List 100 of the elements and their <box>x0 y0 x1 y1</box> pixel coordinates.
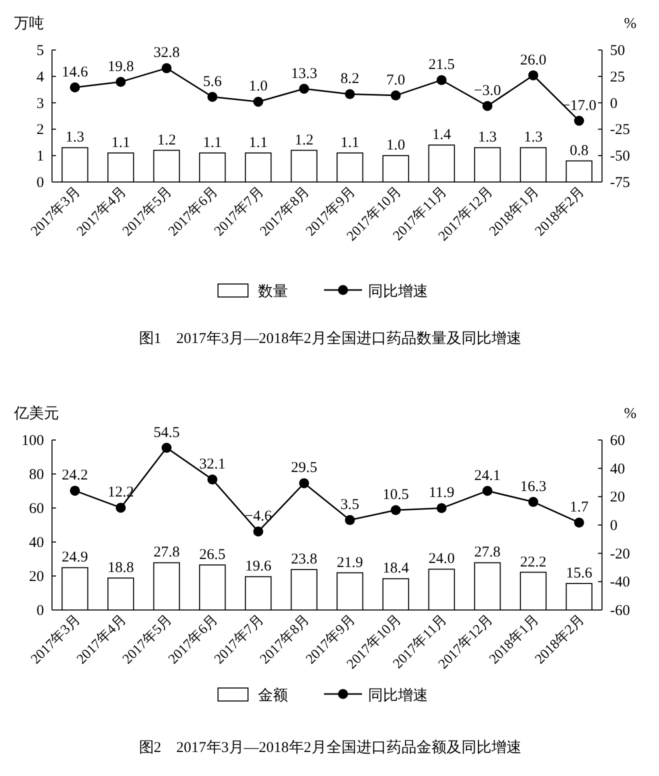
data-label: 27.8 <box>474 544 501 561</box>
y2-tick-label: -75 <box>610 175 630 191</box>
y2-axis-title: % <box>624 16 636 32</box>
point <box>436 75 447 86</box>
data-label: 16.3 <box>520 478 546 495</box>
data-label: 8.2 <box>340 71 360 88</box>
data-label: 24.0 <box>428 551 455 568</box>
point <box>344 515 355 526</box>
data-label: 18.4 <box>382 560 410 577</box>
data-label: 1.4 <box>432 127 452 144</box>
y2-tick-label: -25 <box>610 122 630 138</box>
data-label: 21.5 <box>428 57 455 74</box>
data-label: 24.1 <box>474 468 501 484</box>
data-label: 7.0 <box>386 72 406 88</box>
point <box>162 442 172 453</box>
data-label: 14.6 <box>62 64 89 80</box>
data-label: 29.5 <box>290 460 318 476</box>
y-tick-label: 80 <box>29 467 44 483</box>
y-tick-label: 40 <box>29 535 44 551</box>
data-label: 15.6 <box>566 565 593 582</box>
point <box>207 92 218 102</box>
y2-tick-label: 25 <box>610 69 625 86</box>
y2-tick-label: 60 <box>610 433 625 449</box>
data-label: 1.1 <box>203 134 222 151</box>
data-label: 1.0 <box>386 138 406 154</box>
y2-tick-label: 40 <box>610 461 625 478</box>
y-axis-title: 亿美元 <box>13 405 59 422</box>
y-tick-label: 2 <box>36 122 44 138</box>
data-label: 0.8 <box>570 142 588 159</box>
data-label: 26.5 <box>199 546 226 563</box>
point <box>574 116 584 126</box>
y2-axis-title: % <box>624 406 636 422</box>
y2-tick-label: -50 <box>610 148 630 165</box>
point <box>528 496 538 507</box>
data-label: 27.8 <box>153 544 180 561</box>
point <box>482 486 492 496</box>
legend-label: 同比增速 <box>368 687 428 704</box>
data-label: 5.6 <box>203 74 222 90</box>
point <box>70 486 80 496</box>
point <box>390 505 401 516</box>
point <box>253 96 264 107</box>
y-tick-label: 60 <box>29 501 44 517</box>
data-label: 22.2 <box>520 554 546 570</box>
point <box>482 100 492 111</box>
data-label: 1.2 <box>294 132 314 148</box>
data-label: 32.1 <box>199 456 226 473</box>
y2-tick-label: -40 <box>610 574 630 591</box>
y2-tick-label: 20 <box>610 490 625 506</box>
y-tick-label: 5 <box>36 43 44 59</box>
y-axis-title: 万吨 <box>14 15 44 32</box>
data-label: 32.8 <box>153 45 180 62</box>
y-tick-label: 0 <box>36 175 44 191</box>
data-label: 54.5 <box>153 424 180 441</box>
data-label: 24.9 <box>62 550 88 566</box>
data-label: 19.8 <box>108 58 134 75</box>
point <box>436 503 447 514</box>
y-tick-label: 100 <box>22 433 44 449</box>
y2-tick-label: 50 <box>610 43 625 59</box>
data-label: 1.1 <box>340 134 360 151</box>
data-label: 13.3 <box>290 66 318 82</box>
point <box>390 90 401 100</box>
y2-tick-label: 0 <box>610 518 618 534</box>
data-label: 1.2 <box>157 132 176 148</box>
y-tick-label: 3 <box>36 96 44 112</box>
text: 图2 2017年3月—2018年2月全国进口药品金额及同比增速 <box>138 739 522 756</box>
data-label: 23.8 <box>290 552 318 568</box>
y-tick-label: 20 <box>29 569 44 585</box>
data-label: 1.1 <box>111 134 130 151</box>
point <box>116 76 126 87</box>
point <box>299 478 310 488</box>
data-label: −3.0 <box>474 82 502 99</box>
data-label: 12.2 <box>108 484 134 501</box>
data-label: 10.5 <box>382 487 409 504</box>
point <box>253 526 264 537</box>
legend-label: 数量 <box>258 284 288 300</box>
point <box>162 63 172 74</box>
y-tick-label: 1 <box>36 148 44 165</box>
legend-label: 金额 <box>258 687 288 704</box>
point <box>116 502 126 513</box>
data-label: 1.3 <box>478 130 497 146</box>
y2-tick-label: 0 <box>610 96 618 112</box>
data-label: 1.7 <box>570 500 589 516</box>
y-tick-label: 4 <box>36 69 44 86</box>
point <box>207 474 218 485</box>
point <box>344 89 355 100</box>
y2-tick-label: -20 <box>610 546 630 562</box>
data-label: −17.0 <box>562 98 596 114</box>
point <box>574 518 584 528</box>
point <box>528 70 538 80</box>
data-label: 24.2 <box>62 468 88 484</box>
data-label: 1.3 <box>66 130 84 146</box>
data-label: 3.5 <box>340 497 360 514</box>
y2-tick-label: -60 <box>610 603 630 619</box>
data-label: 1.3 <box>524 130 543 146</box>
point <box>299 84 310 94</box>
legend-label: 同比增速 <box>368 283 428 300</box>
data-label: 26.0 <box>520 52 546 68</box>
data-label: 21.9 <box>336 554 364 571</box>
data-label: 1.0 <box>248 78 268 95</box>
text: 图1 2017年3月—2018年2月全国进口药品数量及同比增速 <box>138 330 522 347</box>
